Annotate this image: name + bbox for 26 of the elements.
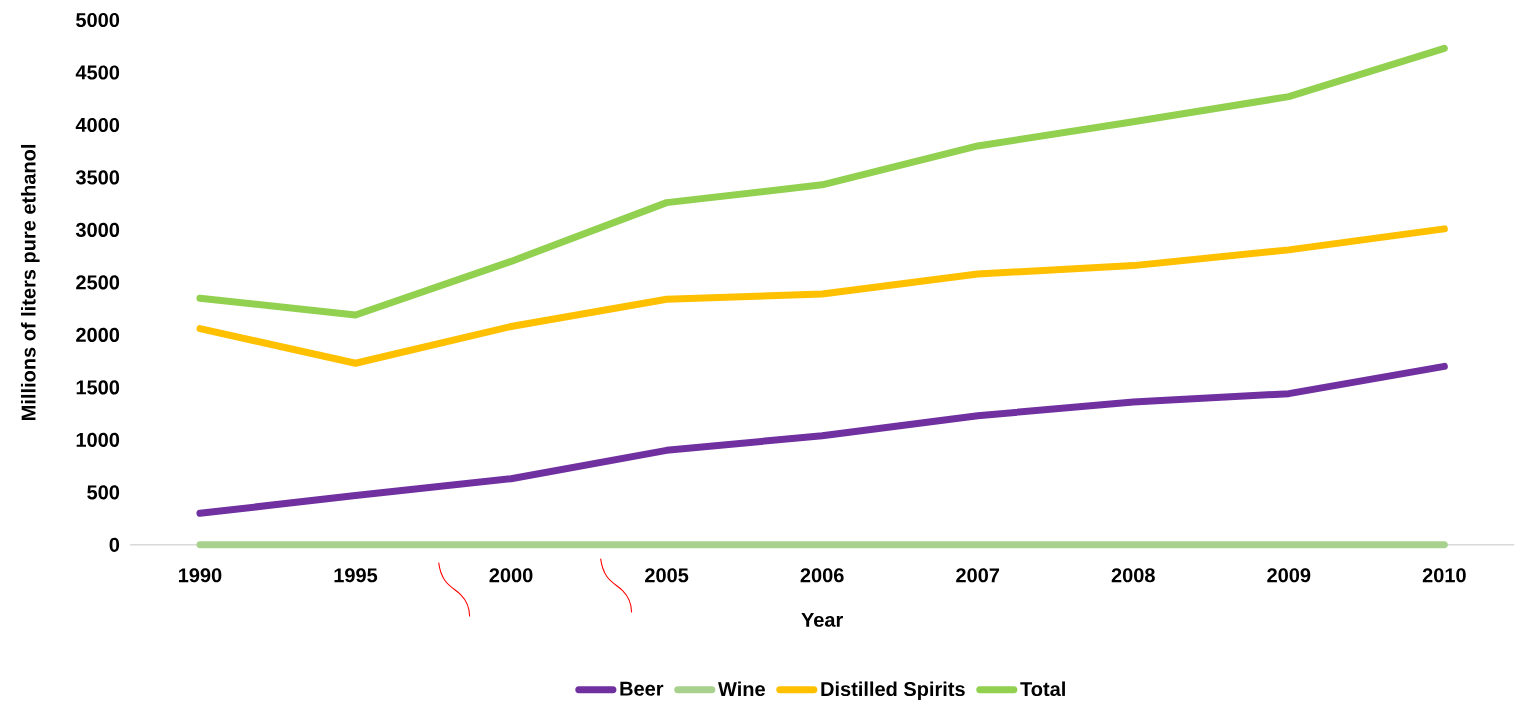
x-tick-label: 1990 [178,568,222,583]
y-tick-label: 2500 [76,275,120,290]
y-tick-label: 2000 [76,327,120,343]
y-tick-label: 1000 [76,432,120,448]
y-tick-label: 3000 [75,222,120,238]
legend-label: Beer [620,681,664,696]
y-tick-label: 1500 [76,380,120,395]
x-axis-title: Year [801,613,843,627]
x-tick-label: 2010 [1422,568,1466,583]
legend-label: Total [1020,681,1065,697]
y-tick-label: 0 [109,537,120,552]
x-tick-label: 2000 [489,568,533,583]
y-tick-label: 500 [87,485,120,500]
y-axis-title: Millions of liters pure ethanol [20,145,40,421]
x-tick-label: 1995 [334,568,378,583]
y-tick-label: 5000 [76,13,120,28]
y-tick-label: 3500 [75,170,120,185]
x-tick-label: 2005 [645,568,689,583]
legend-label: Wine [718,681,765,697]
legend-label: Distilled Spirits [821,681,965,701]
x-tick-label: 2008 [1111,568,1155,583]
x-tick-label: 2009 [1267,568,1311,583]
y-tick-label: 4500 [75,65,120,80]
y-tick-label: 4000 [75,117,120,133]
x-tick-label: 2006 [800,568,844,583]
x-tick-label: 2007 [956,568,1000,583]
